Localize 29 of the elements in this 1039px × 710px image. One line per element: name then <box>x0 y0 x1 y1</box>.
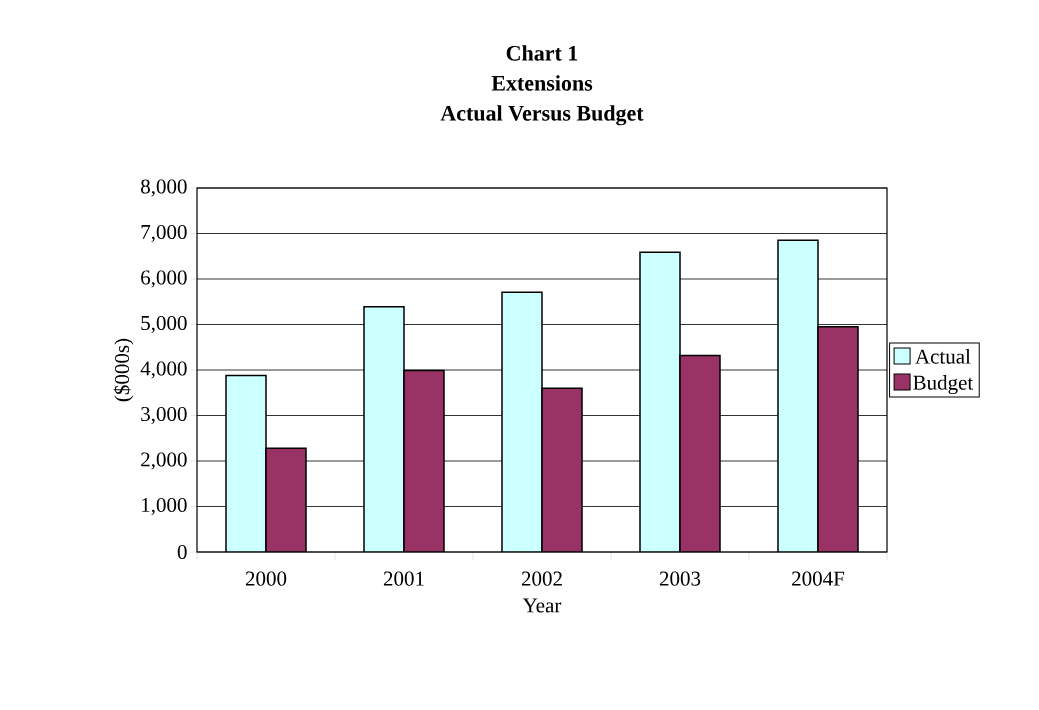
x-tick-label: 2001 <box>383 571 424 586</box>
legend-label: Budget <box>913 375 974 395</box>
y-tick-label: 2,000 <box>141 452 187 470</box>
chart-title: Chart 1 Extensions Actual Versus Budget <box>440 45 644 126</box>
x-tick-label: 2003 <box>659 571 701 586</box>
y-tick-label: 5,000 <box>141 315 187 334</box>
y-axis-title: ($000s) <box>113 338 134 402</box>
y-tick-label: 8,000 <box>141 179 187 197</box>
bar <box>265 447 307 552</box>
y-tick-label: 4,000 <box>140 361 187 379</box>
bar <box>501 291 543 552</box>
bar <box>639 251 681 552</box>
y-tick-label: 1,000 <box>142 497 187 516</box>
bar <box>363 306 405 552</box>
bar <box>777 239 819 552</box>
x-tick-label: 2000 <box>245 571 287 586</box>
x-tick-label: 2004F <box>792 571 845 586</box>
legend-label: Actual <box>915 348 971 364</box>
bar <box>679 354 721 552</box>
bar <box>817 326 859 552</box>
y-tick-label: 3,000 <box>141 406 187 425</box>
x-axis-title: Year <box>522 598 562 613</box>
y-tick-label: 0 <box>177 544 187 560</box>
bar <box>541 387 583 552</box>
x-tick-label: 2002 <box>521 571 562 586</box>
y-tick-label: 6,000 <box>141 270 187 288</box>
y-tick-label: 7,000 <box>141 224 187 243</box>
bar <box>403 369 445 552</box>
bar <box>225 374 267 552</box>
